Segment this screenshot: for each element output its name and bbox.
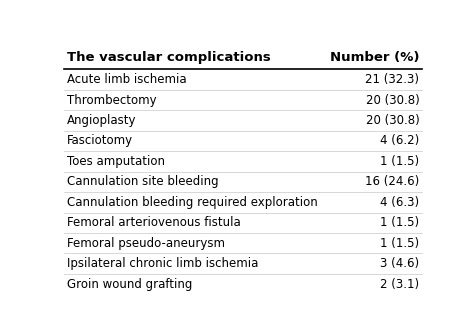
Bar: [64, 192, 422, 213]
Text: 20 (30.8): 20 (30.8): [365, 114, 419, 127]
Bar: [64, 69, 422, 90]
Text: The vascular complications: The vascular complications: [66, 51, 270, 64]
Text: Number (%): Number (%): [330, 51, 419, 64]
Bar: [64, 90, 422, 110]
Text: Femoral pseudo-aneurysm: Femoral pseudo-aneurysm: [66, 237, 225, 250]
Bar: [64, 213, 422, 233]
Bar: [64, 46, 422, 69]
Text: 4 (6.2): 4 (6.2): [380, 134, 419, 147]
Text: 1 (1.5): 1 (1.5): [380, 216, 419, 229]
Text: Cannulation bleeding required exploration: Cannulation bleeding required exploratio…: [66, 196, 318, 209]
Text: Ipsilateral chronic limb ischemia: Ipsilateral chronic limb ischemia: [66, 257, 258, 270]
Text: Cannulation site bleeding: Cannulation site bleeding: [66, 175, 218, 188]
Bar: [64, 110, 422, 131]
Text: 16 (24.6): 16 (24.6): [365, 175, 419, 188]
Bar: [64, 253, 422, 274]
Text: Fasciotomy: Fasciotomy: [66, 134, 133, 147]
Text: Thrombectomy: Thrombectomy: [66, 94, 156, 107]
Text: 1 (1.5): 1 (1.5): [380, 155, 419, 168]
Text: Angioplasty: Angioplasty: [66, 114, 136, 127]
Bar: [64, 274, 422, 294]
Text: Groin wound grafting: Groin wound grafting: [66, 278, 192, 291]
Bar: [64, 151, 422, 172]
Text: 21 (32.3): 21 (32.3): [365, 73, 419, 86]
Bar: [64, 233, 422, 253]
Text: 2 (3.1): 2 (3.1): [380, 278, 419, 291]
Text: Toes amputation: Toes amputation: [66, 155, 164, 168]
Bar: [64, 131, 422, 151]
Text: 20 (30.8): 20 (30.8): [365, 94, 419, 107]
Text: Femoral arteriovenous fistula: Femoral arteriovenous fistula: [66, 216, 240, 229]
Text: 4 (6.3): 4 (6.3): [380, 196, 419, 209]
Bar: [64, 172, 422, 192]
Text: 3 (4.6): 3 (4.6): [380, 257, 419, 270]
Text: Acute limb ischemia: Acute limb ischemia: [66, 73, 186, 86]
Text: 1 (1.5): 1 (1.5): [380, 237, 419, 250]
